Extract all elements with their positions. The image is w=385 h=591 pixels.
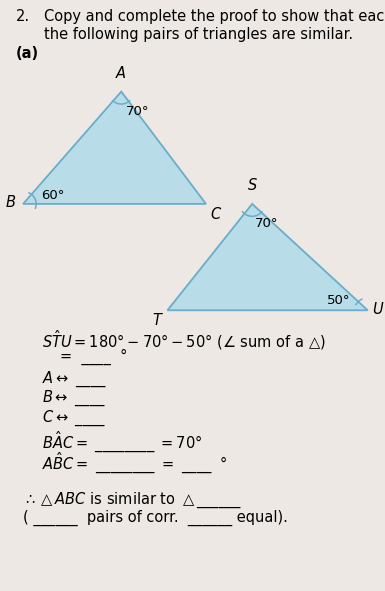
Text: $B \leftrightarrow$ ____: $B \leftrightarrow$ ____ bbox=[42, 389, 106, 408]
Text: the following pairs of triangles are similar.: the following pairs of triangles are sim… bbox=[44, 27, 353, 41]
Text: $A \leftrightarrow$ ____: $A \leftrightarrow$ ____ bbox=[42, 369, 107, 389]
Text: U: U bbox=[372, 301, 383, 317]
Polygon shape bbox=[23, 92, 206, 204]
Text: 50°: 50° bbox=[327, 294, 351, 307]
Text: 60°: 60° bbox=[42, 189, 65, 202]
Text: =  ____  °: = ____ ° bbox=[60, 349, 127, 365]
Text: $C \leftrightarrow$ ____: $C \leftrightarrow$ ____ bbox=[42, 408, 107, 428]
Text: ( ______  pairs of corr.  ______ equal).: ( ______ pairs of corr. ______ equal). bbox=[23, 510, 288, 526]
Text: $B\hat{A}C =$ ________ $= 70°$: $B\hat{A}C =$ ________ $= 70°$ bbox=[42, 430, 203, 456]
Text: 2.: 2. bbox=[15, 9, 30, 24]
Text: (a): (a) bbox=[15, 46, 38, 61]
Text: A: A bbox=[116, 66, 126, 81]
Text: C: C bbox=[211, 207, 221, 222]
Polygon shape bbox=[167, 204, 368, 310]
Text: $A\hat{B}C =$ ________ $=$ ____  °: $A\hat{B}C =$ ________ $=$ ____ ° bbox=[42, 450, 228, 476]
Text: 70°: 70° bbox=[255, 217, 279, 230]
Text: 70°: 70° bbox=[126, 105, 149, 118]
Text: $S\hat{T}U = 180° - 70° - 50°$ (∠ sum of a △): $S\hat{T}U = 180° - 70° - 50°$ (∠ sum of… bbox=[42, 328, 326, 352]
Text: $\therefore \triangle ABC$ is similar to $\triangle$______: $\therefore \triangle ABC$ is similar to… bbox=[23, 491, 242, 510]
Text: B: B bbox=[5, 195, 15, 210]
Text: Copy and complete the proof to show that each of: Copy and complete the proof to show that… bbox=[44, 9, 385, 24]
Text: T: T bbox=[153, 313, 162, 328]
Text: S: S bbox=[248, 178, 257, 193]
